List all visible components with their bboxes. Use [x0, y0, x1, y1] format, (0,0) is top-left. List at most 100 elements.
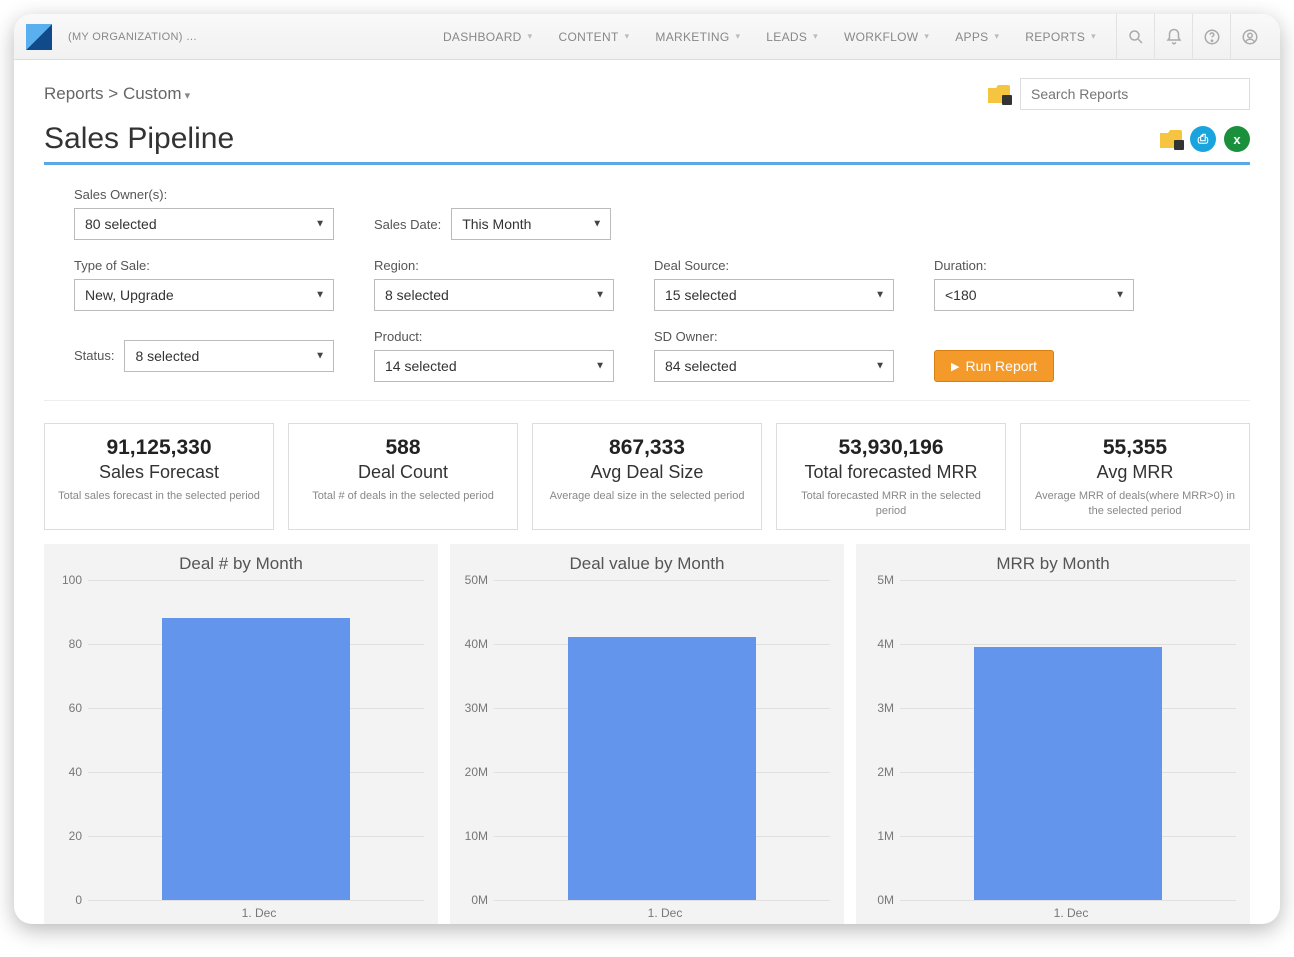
duration-select[interactable]: <180 [934, 279, 1134, 311]
filter-status: Status: 8 selected [74, 329, 334, 382]
chart-plot: 020406080100 [88, 580, 424, 900]
chart-bar [568, 637, 756, 899]
chart-title: Deal # by Month [52, 554, 430, 574]
chart-title: MRR by Month [864, 554, 1242, 574]
nav-reports[interactable]: REPORTS▾ [1013, 14, 1108, 60]
chart-ytick-label: 2M [877, 765, 900, 779]
chart-gridline [494, 580, 830, 581]
product-select[interactable]: 14 selected [374, 350, 614, 382]
kpi-card: 55,355Avg MRRAverage MRR of deals(where … [1020, 423, 1250, 530]
folder-save-icon[interactable] [1160, 130, 1182, 148]
charts-row: Deal # by Month0204060801001. DecDeal va… [14, 544, 1280, 924]
kpi-name: Deal Count [299, 462, 507, 483]
excel-icon[interactable]: x [1224, 126, 1250, 152]
help-icon[interactable] [1192, 14, 1230, 60]
kpi-value: 55,355 [1031, 436, 1239, 460]
kpi-desc: Average MRR of deals(where MRR>0) in the… [1031, 489, 1239, 519]
top-nav: (MY ORGANIZATION) … DASHBOARD▾ CONTENT▾ … [14, 14, 1280, 60]
kpi-desc: Average deal size in the selected period [543, 489, 751, 504]
nav-apps[interactable]: APPS▾ [943, 14, 1011, 60]
org-name[interactable]: (MY ORGANIZATION) … [68, 31, 197, 43]
kpi-name: Sales Forecast [55, 462, 263, 483]
filter-label: Sales Owner(s): [74, 187, 334, 202]
print-icon[interactable]: ⎙ [1190, 126, 1216, 152]
chart-ytick-label: 50M [465, 573, 494, 587]
status-select[interactable]: 8 selected [124, 340, 334, 372]
chart-gridline [88, 900, 424, 901]
chevron-down-icon: ▾ [1091, 31, 1096, 42]
nav-links: DASHBOARD▾ CONTENT▾ MARKETING▾ LEADS▾ WO… [431, 14, 1108, 60]
breadcrumb-sep: > [108, 84, 118, 103]
nav-content[interactable]: CONTENT▾ [546, 14, 641, 60]
chart-xtick-label: 1. Dec [900, 906, 1242, 920]
nav-dashboard[interactable]: DASHBOARD▾ [431, 14, 545, 60]
kpi-name: Total forecasted MRR [787, 462, 995, 483]
kpi-card: 91,125,330Sales ForecastTotal sales fore… [44, 423, 274, 530]
filter-label: Sales Date: [374, 217, 441, 232]
breadcrumb: Reports > Custom [44, 84, 190, 104]
nav-label: WORKFLOW [844, 30, 918, 44]
filter-label: Duration: [934, 258, 1134, 273]
chart-ytick-label: 0M [471, 893, 494, 907]
top-icons [1116, 14, 1268, 60]
filter-sd-owner: SD Owner: 84 selected [654, 329, 894, 382]
chart-plot: 0M1M2M3M4M5M [900, 580, 1236, 900]
chart-ytick-label: 80 [69, 637, 88, 651]
filter-duration: Duration: <180 [934, 258, 1134, 311]
kpi-card: 588Deal CountTotal # of deals in the sel… [288, 423, 518, 530]
nav-label: DASHBOARD [443, 30, 522, 44]
deal-source-select[interactable]: 15 selected [654, 279, 894, 311]
chevron-down-icon: ▾ [813, 31, 818, 42]
search-reports-input[interactable] [1020, 78, 1250, 110]
chart-ytick-label: 10M [465, 829, 494, 843]
chart-gridline [88, 580, 424, 581]
chart: Deal # by Month0204060801001. Dec [44, 544, 438, 924]
bell-icon[interactable] [1154, 14, 1192, 60]
chart: Deal value by Month 0M10M20M30M40M50M 1. D… [450, 544, 844, 924]
nav-label: MARKETING [655, 30, 729, 44]
chart-plot: 0M10M20M30M40M50M [494, 580, 830, 900]
kpi-value: 867,333 [543, 436, 751, 460]
nav-label: CONTENT [558, 30, 618, 44]
chevron-down-icon: ▾ [994, 31, 999, 42]
run-report-button[interactable]: Run Report [934, 350, 1054, 382]
chart-gridline [900, 644, 1236, 645]
chart-ytick-label: 20 [69, 829, 88, 843]
chart-xtick-label: 1. Dec [494, 906, 836, 920]
nav-leads[interactable]: LEADS▾ [754, 14, 830, 60]
chart-ytick-label: 60 [69, 701, 88, 715]
chart-ytick-label: 3M [877, 701, 900, 715]
filter-product: Product: 14 selected [374, 329, 614, 382]
chart-bar [162, 618, 350, 900]
chart-bar [974, 647, 1162, 900]
chart-gridline [900, 580, 1236, 581]
sales-date-select[interactable]: This Month [451, 208, 611, 240]
chart-gridline [494, 900, 830, 901]
kpi-value: 91,125,330 [55, 436, 263, 460]
chart-ytick-label: 100 [62, 573, 88, 587]
kpi-desc: Total forecasted MRR in the selected per… [787, 489, 995, 519]
nav-workflow[interactable]: WORKFLOW▾ [832, 14, 941, 60]
filter-label: SD Owner: [654, 329, 894, 344]
folder-save-icon[interactable] [988, 85, 1010, 103]
chart-ytick-label: 0M [877, 893, 900, 907]
breadcrumb-leaf[interactable]: Custom [123, 84, 190, 103]
kpi-value: 53,930,196 [787, 436, 995, 460]
sd-owner-select[interactable]: 84 selected [654, 350, 894, 382]
chart-ytick-label: 30M [465, 701, 494, 715]
title-actions: ⎙ x [1160, 126, 1250, 156]
chart-title: Deal value by Month [458, 554, 836, 574]
sales-owner-select[interactable]: 80 selected [74, 208, 334, 240]
filter-label: Region: [374, 258, 614, 273]
user-icon[interactable] [1230, 14, 1268, 60]
search-icon[interactable] [1116, 14, 1154, 60]
kpi-name: Avg Deal Size [543, 462, 751, 483]
filter-region: Region: 8 selected [374, 258, 614, 311]
breadcrumb-root[interactable]: Reports [44, 84, 104, 103]
filter-label: Product: [374, 329, 614, 344]
region-select[interactable]: 8 selected [374, 279, 614, 311]
nav-marketing[interactable]: MARKETING▾ [643, 14, 752, 60]
sale-type-select[interactable]: New, Upgrade [74, 279, 334, 311]
chart-ytick-label: 4M [877, 637, 900, 651]
app-logo [26, 24, 52, 50]
